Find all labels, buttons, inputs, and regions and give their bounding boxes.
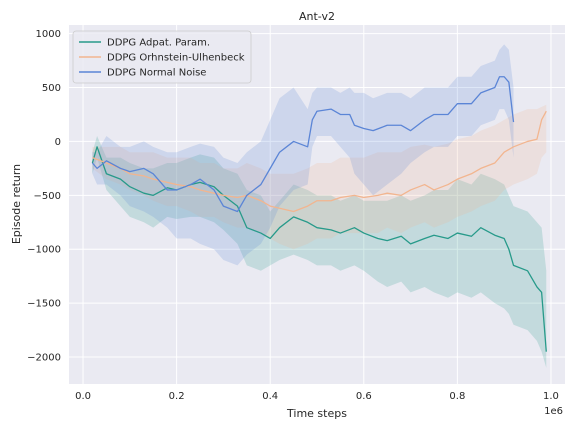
y-tick-label: 0 bbox=[55, 137, 61, 148]
y-tick-label: 500 bbox=[42, 83, 61, 94]
x-tick-label: 0.2 bbox=[169, 391, 185, 402]
series-band bbox=[92, 44, 514, 266]
grid-lines bbox=[69, 25, 565, 384]
y-axis-title: Episode return bbox=[10, 164, 23, 244]
y-tick-label: −1500 bbox=[27, 299, 61, 310]
y-tick-label: 1000 bbox=[36, 29, 61, 40]
legend: DDPG Adpat. Param. DDPG Orhnstein-Ulhenb… bbox=[72, 30, 252, 84]
x-tick-label: 0.0 bbox=[75, 391, 91, 402]
x-tick-labels: 0.0 0.2 0.4 0.6 0.8 1.0 bbox=[75, 391, 559, 402]
y-tick-label: −500 bbox=[34, 191, 61, 202]
series-lines bbox=[91, 76, 547, 352]
x-tick-label: 0.8 bbox=[449, 391, 465, 402]
y-tick-label: −1000 bbox=[27, 245, 61, 256]
x-axis-title: Time steps bbox=[286, 407, 347, 420]
y-tick-labels: −2000 −1500 −1000 −500 0 500 1000 bbox=[27, 29, 61, 363]
series-band bbox=[92, 104, 547, 250]
x-tick-label: 0.6 bbox=[356, 391, 372, 402]
series-band bbox=[92, 136, 547, 368]
x-tick-label: 1.0 bbox=[543, 391, 559, 402]
confidence-bands bbox=[92, 44, 547, 368]
chart-title: Ant-v2 bbox=[299, 10, 335, 23]
legend-label-ou-noise: DDPG Orhnstein-Ulhenbeck bbox=[107, 53, 245, 64]
x-multiplier-label: 1e6 bbox=[544, 406, 563, 417]
legend-label-adaptive-param: DDPG Adpat. Param. bbox=[107, 38, 210, 49]
legend-label-normal-noise: DDPG Normal Noise bbox=[107, 68, 206, 79]
legend-box bbox=[72, 30, 252, 84]
plot-background bbox=[69, 25, 565, 384]
series-line bbox=[92, 110, 547, 213]
series-line bbox=[91, 76, 515, 213]
y-tick-label: −2000 bbox=[27, 353, 61, 364]
x-tick-label: 0.4 bbox=[262, 391, 278, 402]
series-line bbox=[91, 146, 547, 352]
